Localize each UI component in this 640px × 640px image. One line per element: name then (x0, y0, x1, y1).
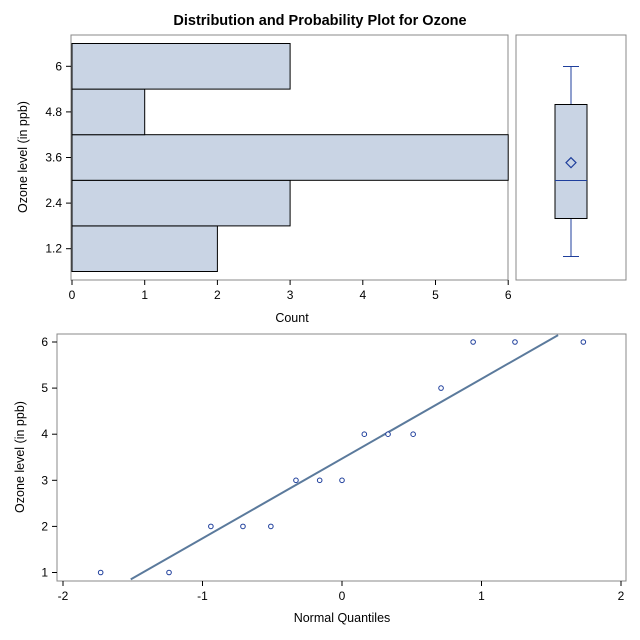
probability-plot-x-tick-label: 2 (618, 589, 625, 603)
histogram-panel: 1.2 2.4 3.6 4.8 6 0 1 2 3 4 5 6 Ozone level (in pp… (16, 34, 512, 325)
histogram-x-tick-label: 1 (141, 288, 148, 302)
probability-plot-point (512, 339, 518, 345)
probability-plot-point (240, 523, 246, 530)
probability-plot-point (268, 523, 274, 530)
probability-plot-point (316, 477, 323, 484)
probability-plot-panel: 1 2 3 4 5 6 -2 -1 0 1 2 Ozone level (in ppb) Norm… (13, 333, 627, 625)
probability-plot-y-tick-label: 1 (41, 566, 48, 580)
histogram-bar (71, 134, 509, 181)
probability-plot-x-tick-label: 0 (339, 589, 346, 603)
histogram-x-tick-label: 4 (359, 288, 366, 302)
histogram-bar (71, 43, 291, 90)
probability-plot-y-tick-label: 5 (41, 381, 48, 395)
probability-plot-point (97, 569, 104, 576)
histogram-y-tick-label: 2.4 (45, 196, 62, 210)
histogram-x-tick-label: 2 (214, 288, 221, 302)
histogram-x-tick-label: 0 (69, 288, 76, 302)
probability-plot-x-tick-label: -1 (197, 589, 208, 603)
probability-plot-point (385, 431, 391, 438)
probability-plot-frame (56, 333, 627, 582)
boxplot-mean-marker (565, 156, 577, 169)
probability-plot-point (438, 385, 444, 391)
probability-plot-point (361, 431, 368, 438)
histogram-x-tick-label: 3 (287, 288, 294, 302)
chart-title: Distribution and Probability Plot for Oz… (173, 13, 466, 29)
probability-plot-point (410, 431, 416, 438)
probability-plot-point (339, 477, 345, 484)
histogram-x-tick-label: 5 (432, 288, 439, 302)
histogram-y-tick-label: 6 (55, 59, 62, 73)
probability-plot-reference-line (130, 334, 559, 581)
boxplot-panel (515, 34, 627, 281)
probability-plot-x-axis-label: Normal Quantiles (294, 611, 391, 625)
histogram-y-tick-label: 1.2 (45, 242, 62, 256)
histogram-bar (71, 88, 146, 136)
probability-plot-y-tick-label: 3 (41, 473, 48, 487)
histogram-bar (71, 179, 291, 227)
probability-plot-point (470, 339, 476, 345)
probability-plot-point (580, 339, 587, 345)
histogram-y-axis-label: Ozone level (in ppb) (16, 101, 30, 213)
probability-plot-y-tick-label: 2 (41, 519, 48, 533)
probability-plot-point (166, 569, 172, 576)
probability-plot-y-axis-label: Ozone level (in ppb) (13, 401, 27, 513)
probability-plot-x-tick-label: 1 (478, 589, 485, 603)
probability-plot-y-tick-label: 6 (41, 335, 48, 349)
histogram-x-tick-label: 6 (505, 288, 512, 302)
probability-plot-x-tick-label: -2 (58, 589, 69, 603)
histogram-bar (71, 225, 218, 272)
histogram-y-tick-label: 4.8 (45, 105, 62, 119)
probability-plot-y-tick-label: 4 (41, 427, 48, 441)
boxplot-frame (515, 34, 627, 281)
probability-plot-point (208, 523, 214, 530)
histogram-y-tick-label: 3.6 (45, 151, 62, 165)
probability-plot-point (293, 477, 299, 484)
histogram-x-axis-label: Count (275, 311, 309, 325)
boxplot-box (554, 104, 588, 219)
